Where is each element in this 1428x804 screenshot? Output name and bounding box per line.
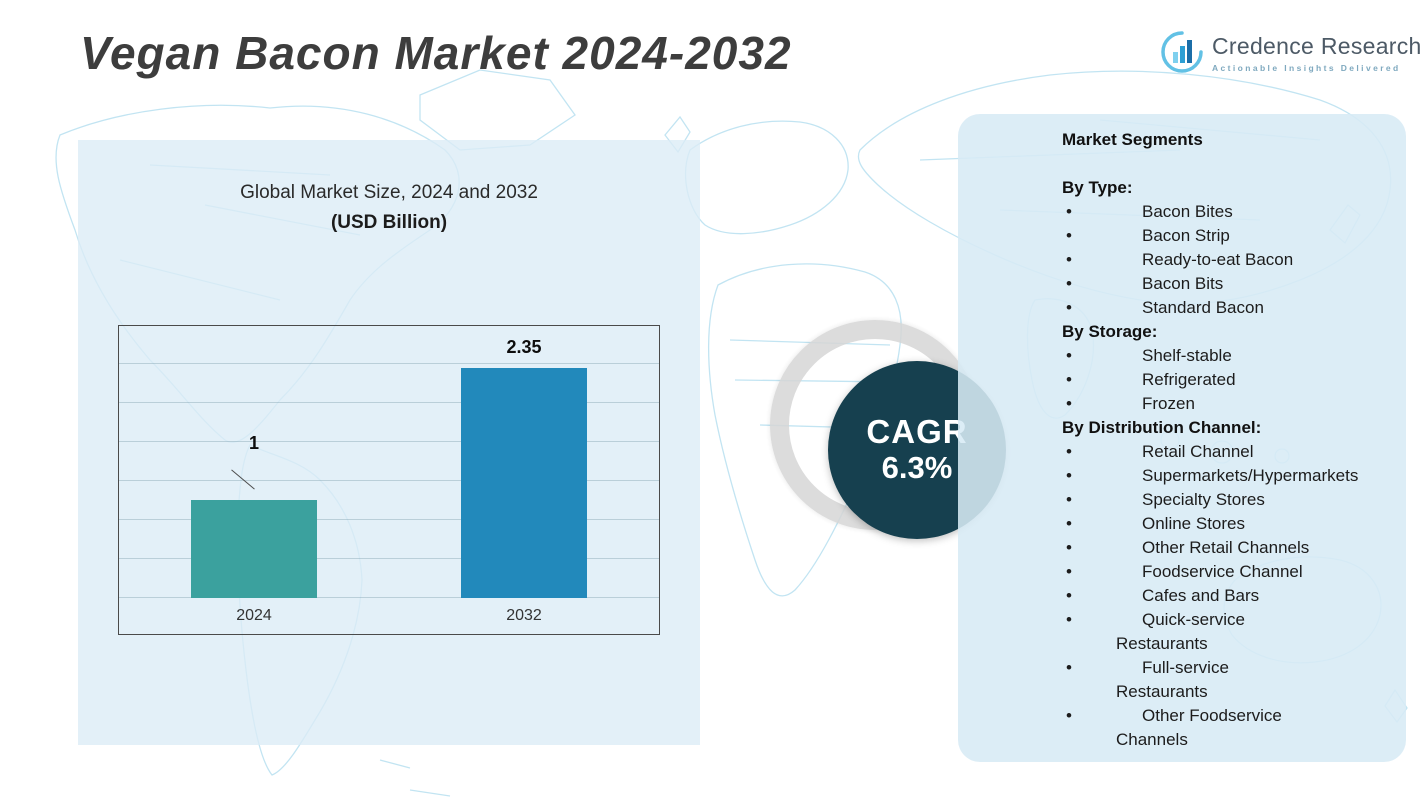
segment-groups: By Type: Bacon BitesBacon StripReady-to-e…	[1062, 176, 1388, 752]
category-label: 2024	[236, 607, 272, 624]
chart-categories: 2024 2032	[119, 598, 659, 634]
segment-item: Standard Bacon	[1062, 296, 1322, 320]
bar-chart: 1 2.35 2024 2032	[118, 325, 660, 635]
segment-item: Online Stores	[1062, 512, 1322, 536]
segment-list: Bacon BitesBacon StripReady-to-eat Bacon…	[1062, 200, 1388, 320]
cagr-label: CAGR	[866, 413, 968, 451]
bar-column: 1	[119, 326, 389, 598]
segment-item: Other Foodservice Channels	[1062, 704, 1322, 752]
segment-item: Other Retail Channels	[1062, 536, 1322, 560]
logo-name: Credence Research	[1212, 33, 1422, 59]
market-size-panel: Global Market Size, 2024 and 2032 (USD B…	[78, 140, 700, 745]
category-label: 2032	[506, 607, 542, 624]
segment-item: Foodservice Channel	[1062, 560, 1322, 584]
chart-subtitle: (USD Billion)	[330, 212, 448, 233]
segment-item: Refrigerated	[1062, 368, 1322, 392]
segment-group-heading: By Storage:	[1062, 322, 1158, 341]
bar-value-label: 2.35	[506, 337, 542, 357]
bar	[461, 368, 587, 598]
segment-item: Specialty Stores	[1062, 488, 1322, 512]
segment-item: Supermarkets/Hypermarkets	[1062, 464, 1358, 488]
segment-item: Full-service Restaurants	[1062, 656, 1322, 704]
bar	[191, 500, 317, 598]
segment-list: Retail ChannelSupermarkets/HypermarketsS…	[1062, 440, 1388, 752]
segment-item: Bacon Strip	[1062, 224, 1322, 248]
segments-title: Market Segments	[1062, 130, 1203, 149]
segment-item: Retail Channel	[1062, 440, 1322, 464]
leader-line	[231, 469, 255, 490]
segment-group-heading: By Type:	[1062, 178, 1133, 197]
cagr-value: 6.3%	[881, 450, 953, 486]
chart-title: Global Market Size, 2024 and 2032	[240, 182, 538, 203]
segment-group-heading: By Distribution Channel:	[1062, 418, 1262, 437]
logo-tagline: Actionable Insights Delivered	[1212, 63, 1401, 73]
chart-bars: 1 2.35	[119, 326, 659, 598]
segment-item: Cafes and Bars	[1062, 584, 1322, 608]
bar-value-label: 1	[248, 433, 260, 453]
logo-chart-icon	[1160, 30, 1204, 79]
market-segments-panel: Market Segments By Type:Bacon BitesBacon…	[958, 114, 1406, 762]
segment-item: Bacon Bites	[1062, 200, 1322, 224]
segment-item: Frozen	[1062, 392, 1322, 416]
segment-item: Shelf-stable	[1062, 344, 1322, 368]
segment-item: Quick-service Restaurants	[1062, 608, 1322, 656]
page-title: Vegan Bacon Market 2024-2032	[80, 27, 792, 79]
segment-item: Ready-to-eat Bacon	[1062, 248, 1322, 272]
segment-list: Shelf-stableRefrigeratedFrozen	[1062, 344, 1388, 416]
bar-column: 2.35	[389, 326, 659, 598]
segment-item: Bacon Bits	[1062, 272, 1322, 296]
brand-logo: Credence Research Actionable Insights De…	[1160, 30, 1422, 79]
